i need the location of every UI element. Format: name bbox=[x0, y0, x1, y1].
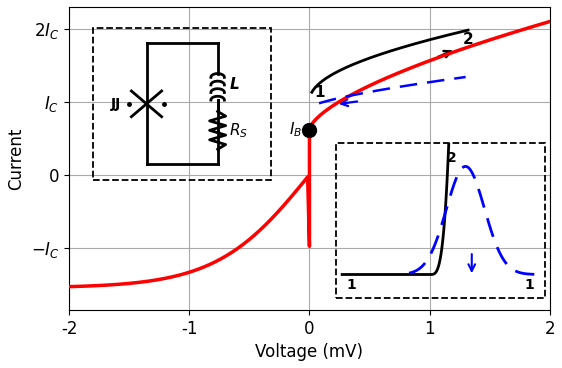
Text: $I_B$: $I_B$ bbox=[289, 120, 302, 139]
Text: 2: 2 bbox=[463, 32, 474, 47]
Text: 1: 1 bbox=[314, 85, 325, 100]
Y-axis label: Current: Current bbox=[7, 127, 25, 190]
X-axis label: Voltage (mV): Voltage (mV) bbox=[256, 343, 364, 361]
